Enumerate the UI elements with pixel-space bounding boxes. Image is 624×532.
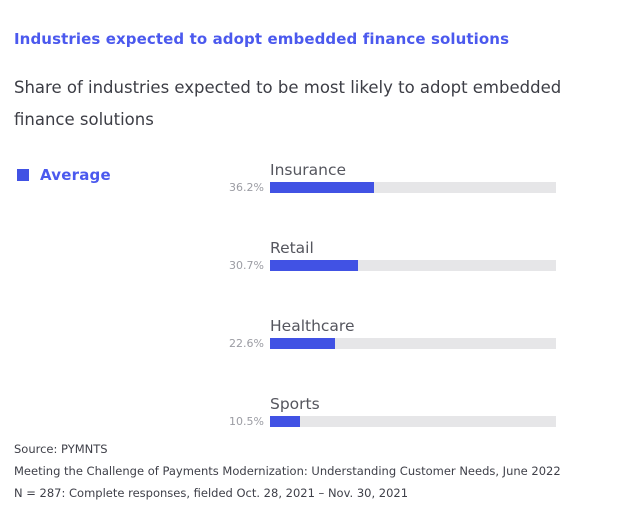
bar-rows: Insurance 36.2% Retail 30.7% Healthcare …: [214, 160, 556, 428]
value-label: 30.7%: [229, 259, 264, 272]
bar-fill: [270, 182, 374, 193]
chart-title: Industries expected to adopt embedded fi…: [14, 30, 510, 48]
value-label: 22.6%: [229, 337, 264, 350]
legend-label: Average: [40, 166, 111, 184]
chart-subtitle: Share of industries expected to be most …: [14, 78, 562, 129]
bar-row: Insurance 36.2%: [214, 160, 556, 194]
bar-track: [270, 182, 556, 193]
bar-track: [270, 260, 556, 271]
category-label: Sports: [270, 395, 320, 413]
category-label: Healthcare: [270, 317, 355, 335]
source-line: Source: PYMNTS: [14, 442, 108, 456]
bar-fill: [270, 260, 358, 271]
value-label: 36.2%: [229, 181, 264, 194]
study-title-line: Meeting the Challenge of Payments Modern…: [14, 464, 561, 478]
legend-marker-icon: [17, 169, 29, 181]
bar-row: Healthcare 22.6%: [214, 316, 556, 350]
bar-track: [270, 338, 556, 349]
sample-line: N = 287: Complete responses, fielded Oct…: [14, 486, 409, 500]
bar-row: Retail 30.7%: [214, 238, 556, 272]
bar-chart: Average Insurance 36.2% Retail 30.7% Hea…: [14, 160, 610, 438]
bar-row: Sports 10.5%: [214, 394, 556, 428]
value-label: 10.5%: [229, 415, 264, 428]
source-notes: Source: PYMNTS Meeting the Challenge of …: [14, 438, 561, 504]
bar-fill: [270, 338, 335, 349]
category-label: Retail: [270, 239, 314, 257]
category-label: Insurance: [270, 161, 347, 179]
legend: Average: [17, 166, 111, 184]
bar-fill: [270, 416, 301, 427]
bar-track: [270, 416, 556, 427]
